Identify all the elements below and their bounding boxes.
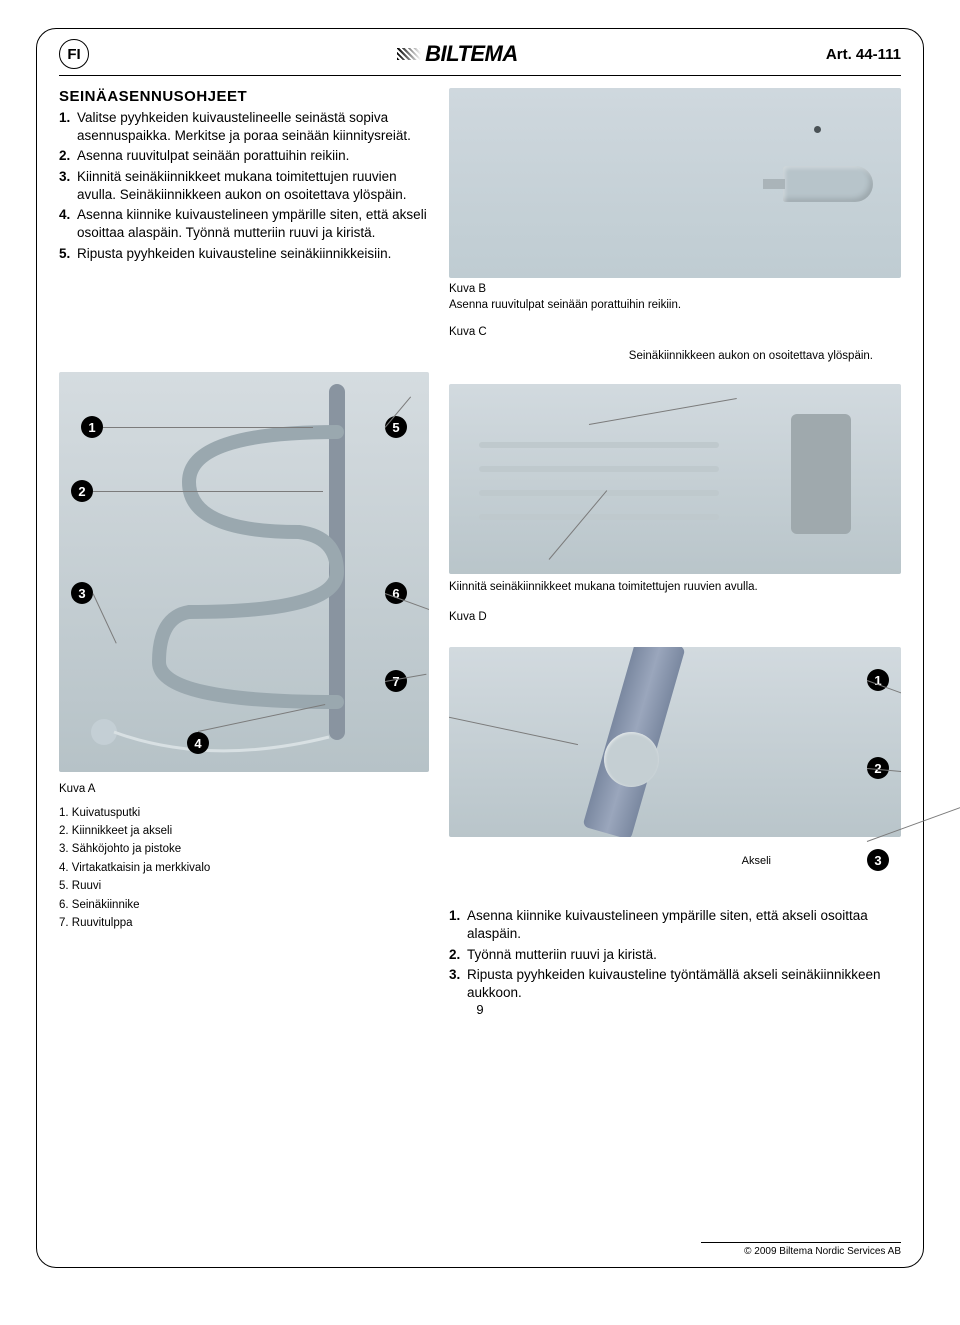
fig-d-below: 3 Akseli: [449, 843, 901, 879]
figure-c-label: Kuva C: [449, 325, 901, 341]
figure-a: 1 2 3 4 5 6 7: [59, 372, 429, 772]
fig-d-label: Kuva D: [449, 610, 901, 626]
callout-a-1: 1: [81, 416, 103, 438]
step-1: Valitse pyyhkeiden kuivaustelineelle sei…: [59, 109, 429, 145]
section-title: SEINÄASENNUSOHJEET: [59, 88, 429, 105]
fig-c-bracket: [791, 414, 851, 534]
sub-step-2: 2.Työnnä mutteriin ruuvi ja kiristä.: [449, 946, 901, 964]
part-4: 4. Virtakatkaisin ja merkkivalo: [59, 859, 429, 877]
instructions-column: SEINÄASENNUSOHJEET Valitse pyyhkeiden ku…: [59, 88, 429, 341]
part-3: 3. Sähköjohto ja pistoke: [59, 840, 429, 858]
part-5: 5. Ruuvi: [59, 877, 429, 895]
figure-b-column: Kuva B Asenna ruuvitulpat seinään poratt…: [449, 88, 901, 341]
middle-row: 1 2 3 4 5 6 7 Kuva A 1. Kuivatusputki 2.…: [37, 349, 923, 1005]
callout-a-3: 3: [71, 582, 93, 604]
step-2: Asenna ruuvitulpat seinään porattuihin r…: [59, 147, 429, 165]
brand-logo: BILTEMA: [397, 41, 518, 67]
part-7: 7. Ruuvitulppa: [59, 914, 429, 932]
copyright: © 2009 Biltema Nordic Services AB: [701, 1242, 901, 1257]
fig-c-screw-3: [479, 490, 719, 496]
page-header: FI BILTEMA Art. 44-111: [37, 29, 923, 73]
callout-a-2: 2: [71, 480, 93, 502]
fig-c-screw-4: [479, 514, 719, 520]
fig-c-ptr-2: [549, 490, 608, 560]
main-steps-list: Valitse pyyhkeiden kuivaustelineelle sei…: [59, 109, 429, 263]
figure-a-label: Kuva A: [59, 782, 429, 798]
sub-step-1: 1.Asenna kiinnike kuivaustelineen ympäri…: [449, 907, 901, 943]
callout-a-5: 5: [385, 416, 407, 438]
sub-steps: 1.Asenna kiinnike kuivaustelineen ympäri…: [449, 907, 901, 1002]
page-footer: © 2009 Biltema Nordic Services AB: [37, 1236, 923, 1267]
header-divider: [59, 75, 901, 76]
fig-c-screw-1: [479, 442, 719, 448]
callout-a-4: 4: [187, 732, 209, 754]
fig-d-ruuvi-line: [449, 715, 578, 745]
page-frame: FI BILTEMA Art. 44-111 SEINÄASENNUSOHJEE…: [36, 28, 924, 1268]
figure-a-svg: [59, 372, 429, 772]
part-6: 6. Seinäkiinnike: [59, 896, 429, 914]
sub-step-3: 3.Ripusta pyyhkeiden kuivausteline työnt…: [449, 966, 901, 1002]
fig-c-ptr-1: [589, 398, 737, 425]
fig-b-hole: [814, 126, 821, 133]
fig-d-clamp: [604, 732, 659, 787]
figure-b-caption: Asenna ruuvitulpat seinään porattuihin r…: [449, 298, 901, 314]
figure-b: [449, 88, 901, 278]
callout-a-1-line: [103, 427, 313, 428]
upper-content: SEINÄASENNUSOHJEET Valitse pyyhkeiden ku…: [37, 88, 923, 341]
fig-c-screw-2: [479, 466, 719, 472]
callout-a-2-line: [93, 491, 323, 492]
article-number: Art. 44-111: [826, 46, 901, 63]
parts-list: 1. Kuivatusputki 2. Kiinnikkeet ja aksel…: [59, 804, 429, 933]
figure-b-label: Kuva B: [449, 282, 901, 298]
step-5: Ripusta pyyhkeiden kuivausteline seinäki…: [59, 245, 429, 263]
page-number: 9: [37, 1002, 923, 1017]
figure-c: [449, 384, 901, 574]
figure-d: Ruuvi 1 2: [449, 647, 901, 837]
logo-text: BILTEMA: [425, 41, 518, 67]
right-figures-wrap: Seinäkiinnikkeen aukon on osoitettava yl…: [449, 349, 901, 1005]
fig-c-caption-above-spacer: [59, 349, 429, 365]
logo-decoration: [397, 48, 421, 60]
figure-a-wrap: 1 2 3 4 5 6 7 Kuva A 1. Kuivatusputki 2.…: [59, 349, 429, 1005]
part-2: 2. Kiinnikkeet ja akseli: [59, 822, 429, 840]
part-1: 1. Kuivatusputki: [59, 804, 429, 822]
fig-d-akseli-label: Akseli: [742, 855, 771, 867]
callout-d-3: 3: [867, 849, 889, 871]
step-3: Kiinnitä seinäkiinnikkeet mukana toimite…: [59, 168, 429, 204]
step-4: Asenna kiinnike kuivaustelineen ympärill…: [59, 206, 429, 242]
fig-c-caption-below: Kiinnitä seinäkiinnikkeet mukana toimite…: [449, 580, 901, 596]
language-badge: FI: [59, 39, 89, 69]
fig-c-caption-above: Seinäkiinnikkeen aukon on osoitettava yl…: [449, 349, 901, 365]
fig-b-plug: [783, 166, 873, 202]
